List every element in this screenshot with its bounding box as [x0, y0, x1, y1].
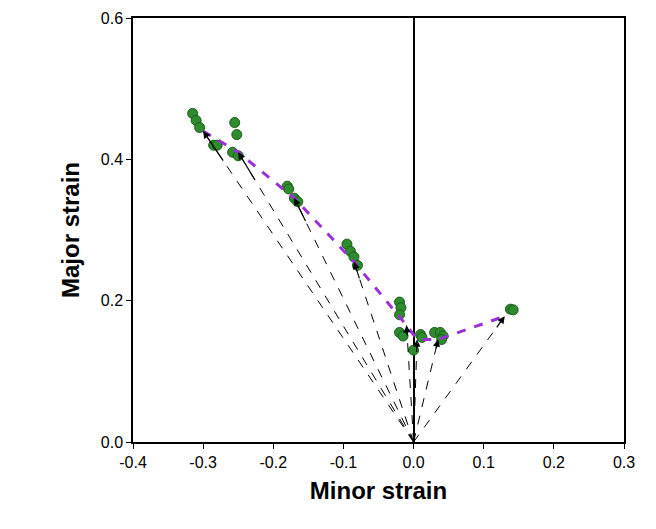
- svg-text:0.1: 0.1: [473, 454, 495, 471]
- svg-text:Major strain: Major strain: [57, 162, 84, 298]
- svg-text:0.6: 0.6: [101, 10, 123, 27]
- svg-text:-0.4: -0.4: [119, 454, 147, 471]
- svg-text:0.0: 0.0: [402, 454, 424, 471]
- svg-text:-0.3: -0.3: [189, 454, 217, 471]
- svg-text:-0.1: -0.1: [330, 454, 358, 471]
- svg-text:0.4: 0.4: [101, 151, 123, 168]
- svg-text:0.2: 0.2: [543, 454, 565, 471]
- svg-text:Minor strain: Minor strain: [310, 477, 447, 504]
- svg-text:-0.2: -0.2: [260, 454, 288, 471]
- svg-text:0.2: 0.2: [101, 292, 123, 309]
- svg-text:0.0: 0.0: [101, 434, 123, 451]
- svg-text:0.3: 0.3: [613, 454, 635, 471]
